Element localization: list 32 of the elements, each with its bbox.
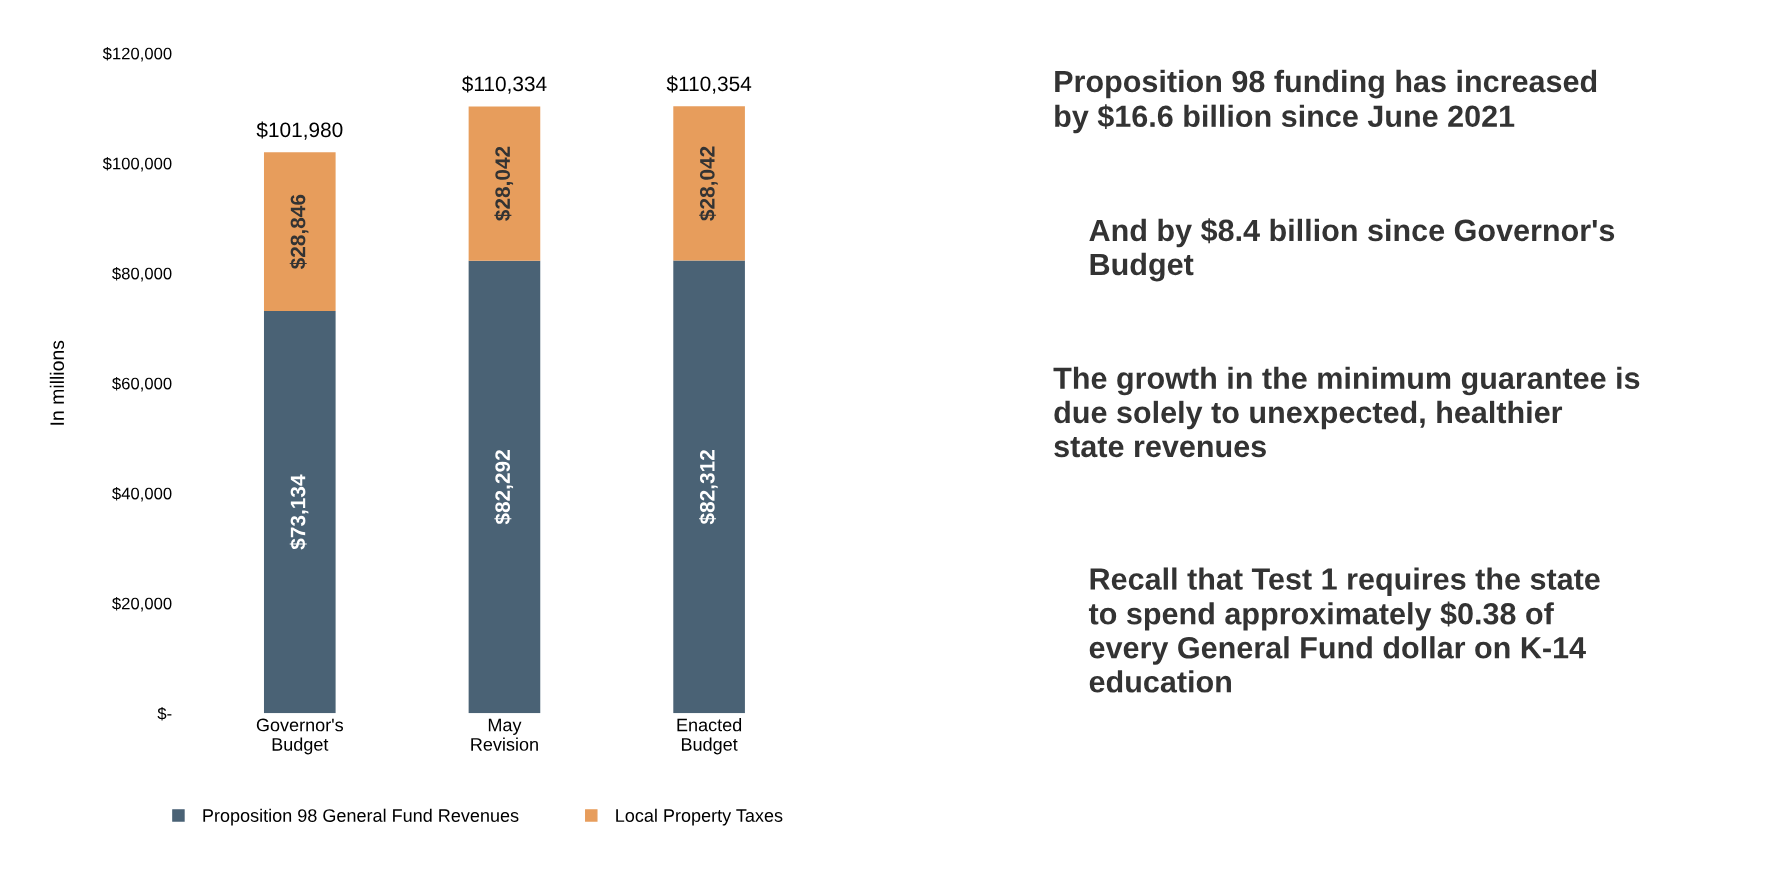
text: The growth in the minimum guarantee is due solely to unexpected, healthier state revenues (1053, 366, 1640, 458)
y-axis-title: In millions (49, 340, 65, 425)
bar (263, 311, 336, 714)
total-label: $101,980 (256, 121, 343, 140)
total-label: $110,354 (666, 75, 752, 94)
bar (468, 260, 541, 714)
y-tick-label: $120,000 (102, 46, 172, 62)
data-label: $28,042 (494, 146, 514, 221)
legend-label: Local Property Taxes (616, 808, 783, 826)
bar (263, 152, 336, 312)
y-tick-label: $- (157, 706, 172, 721)
bar (468, 106, 541, 261)
text: Recall that Test 1 requires the state to spend approximately $0.38 of every General Fund dollar on K-14 education (1088, 567, 1600, 693)
total-label: $110,334 (462, 75, 547, 94)
data-label: $28,846 (289, 194, 309, 270)
bar (673, 260, 745, 714)
y-tick-label: $20,000 (112, 596, 172, 612)
bar (673, 106, 745, 261)
y-tick-label: $100,000 (102, 156, 172, 172)
y-tick-label: $60,000 (112, 376, 172, 392)
text: And by $8.4 billion since Governor's Budget (1089, 218, 1615, 282)
data-label: $82,292 (494, 450, 514, 525)
y-tick-label: $80,000 (112, 266, 172, 282)
data-label: $82,312 (699, 450, 718, 525)
text: Proposition 98 funding has increased by $16.6 billion since June 2021 (1055, 69, 1597, 134)
legend-label: Proposition 98 General Fund Revenues (203, 808, 519, 826)
x-tick-label: Enacted Budget (677, 718, 742, 755)
data-label: $73,134 (289, 474, 309, 550)
data-label: $28,042 (699, 146, 718, 221)
x-tick-label: May Revision (471, 718, 538, 751)
y-tick-label: $40,000 (112, 486, 172, 502)
x-tick-label: Governor's Budget (256, 718, 344, 755)
